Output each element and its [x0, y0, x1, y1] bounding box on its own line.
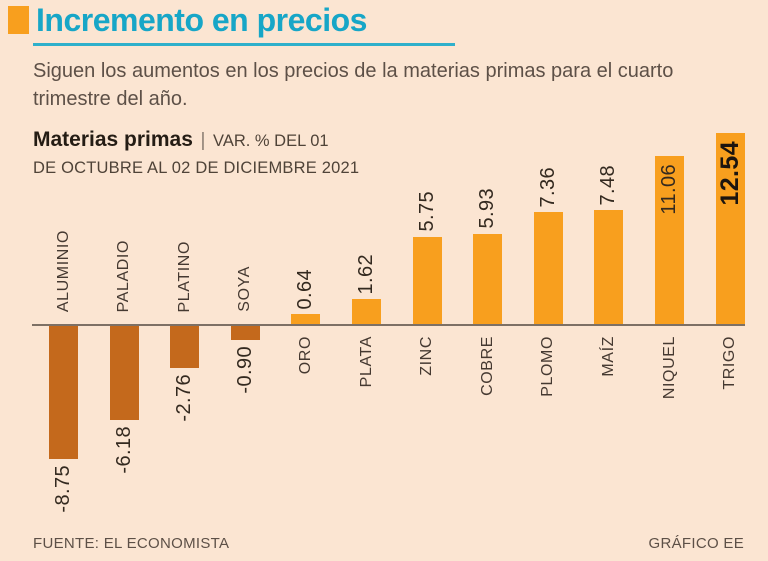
bar	[49, 326, 78, 459]
bar-value-label-text: -2.76	[173, 373, 196, 422]
bar-category-label: COBRE	[466, 336, 510, 396]
bar-category-label-text: PLATINO	[175, 240, 193, 312]
chart-note-subtitle-part2: DE OCTUBRE AL 02 DE DICIEMBRE 2021	[33, 159, 360, 177]
bar	[715, 133, 745, 324]
bar-value-label: -0.90	[223, 346, 267, 394]
bar-category-label-text: ZINC	[418, 336, 436, 376]
bar-value-label: -6.18	[102, 426, 146, 474]
bar-value-label: 0.64	[284, 269, 328, 310]
bar-category-label-text: COBRE	[478, 336, 496, 396]
bar-category-label: ORO	[284, 336, 328, 374]
bar	[412, 236, 442, 324]
bar-value-label: 12.54	[708, 141, 752, 206]
zero-axis-line	[32, 324, 745, 326]
chart-note-subtitle-part1: VAR. % DEL 01	[213, 132, 329, 150]
bar	[230, 326, 260, 340]
bar-category-label-text: ALUMINIO	[54, 229, 72, 312]
bar-category-label-text: SOYA	[236, 266, 254, 312]
bar-value-label-text: -0.90	[233, 345, 256, 394]
bar-category-label-text: TRIGO	[721, 336, 739, 390]
bar-category-label: TRIGO	[708, 336, 752, 390]
title-underline	[33, 43, 455, 46]
bar-value-label: 5.75	[405, 191, 449, 232]
bar-category-label: ZINC	[405, 336, 449, 376]
bar-value-label-text: 5.75	[415, 191, 438, 232]
bar-category-label: MAÍZ	[587, 336, 631, 377]
bar	[109, 326, 139, 420]
bar-value-label: 1.62	[345, 254, 389, 295]
bar-value-label-text: -8.75	[52, 465, 74, 513]
bar-category-label-text: MAÍZ	[599, 336, 617, 377]
bar	[655, 155, 684, 324]
graphic-credit: GRÁFICO EE	[648, 535, 744, 552]
bar-value-label: 5.93	[466, 188, 510, 229]
page-subtitle: Siguen los aumentos en los precios de la…	[33, 60, 674, 110]
bar-category-label: NIQUEL	[648, 336, 692, 399]
bar	[352, 299, 381, 324]
bar-value-label: 11.06	[648, 164, 692, 215]
bar-value-label: 7.48	[587, 165, 631, 206]
bar-category-label-text: PLATA	[357, 336, 375, 388]
bar-value-label-text: 5.93	[476, 188, 499, 229]
bar-category-label: PLATA	[345, 336, 389, 387]
chart-note-line1: Materias primas | VAR. % DEL 01	[33, 128, 413, 152]
bar	[594, 210, 624, 324]
bar-value-label: -8.75	[42, 465, 86, 513]
bar-value-label-text: 7.48	[597, 164, 620, 206]
bar-value-label-text: 7.36	[536, 166, 559, 208]
bar	[291, 314, 321, 324]
bar-category-label: ALUMINIO	[42, 230, 86, 312]
chart-note-separator: |	[200, 130, 206, 151]
bar-category-label-text: ORO	[296, 336, 314, 375]
page-title: Incremento en precios	[36, 2, 367, 38]
bar	[533, 212, 563, 324]
bar-value-label-text: 11.06	[658, 163, 680, 215]
bar-value-label: -2.76	[163, 374, 207, 422]
bar-value-label-text: 0.64	[294, 268, 317, 310]
bar-value-label: 7.36	[526, 167, 570, 208]
bar-category-label-text: PALADIO	[115, 239, 133, 312]
bar	[473, 233, 503, 324]
source-credit: FUENTE: EL ECONOMISTA	[33, 535, 230, 552]
bar-value-label-text: -6.18	[112, 425, 135, 474]
bar	[170, 326, 200, 368]
chart-note-title: Materias primas	[33, 128, 193, 151]
chart-note: Materias primas | VAR. % DEL 01 DE OCTUB…	[33, 128, 413, 178]
bar-value-label-text: 1.62	[355, 253, 377, 295]
bar-category-label: SOYA	[223, 266, 267, 312]
bar-category-label: PLOMO	[526, 336, 570, 397]
title-bullet-icon	[8, 6, 29, 34]
bar-category-label-text: PLOMO	[539, 336, 557, 397]
bar-category-label: PLATINO	[163, 241, 207, 312]
bar-value-label-text: 12.54	[715, 141, 744, 206]
bar-category-label: PALADIO	[102, 240, 146, 312]
bar-category-label-text: NIQUEL	[660, 336, 678, 400]
